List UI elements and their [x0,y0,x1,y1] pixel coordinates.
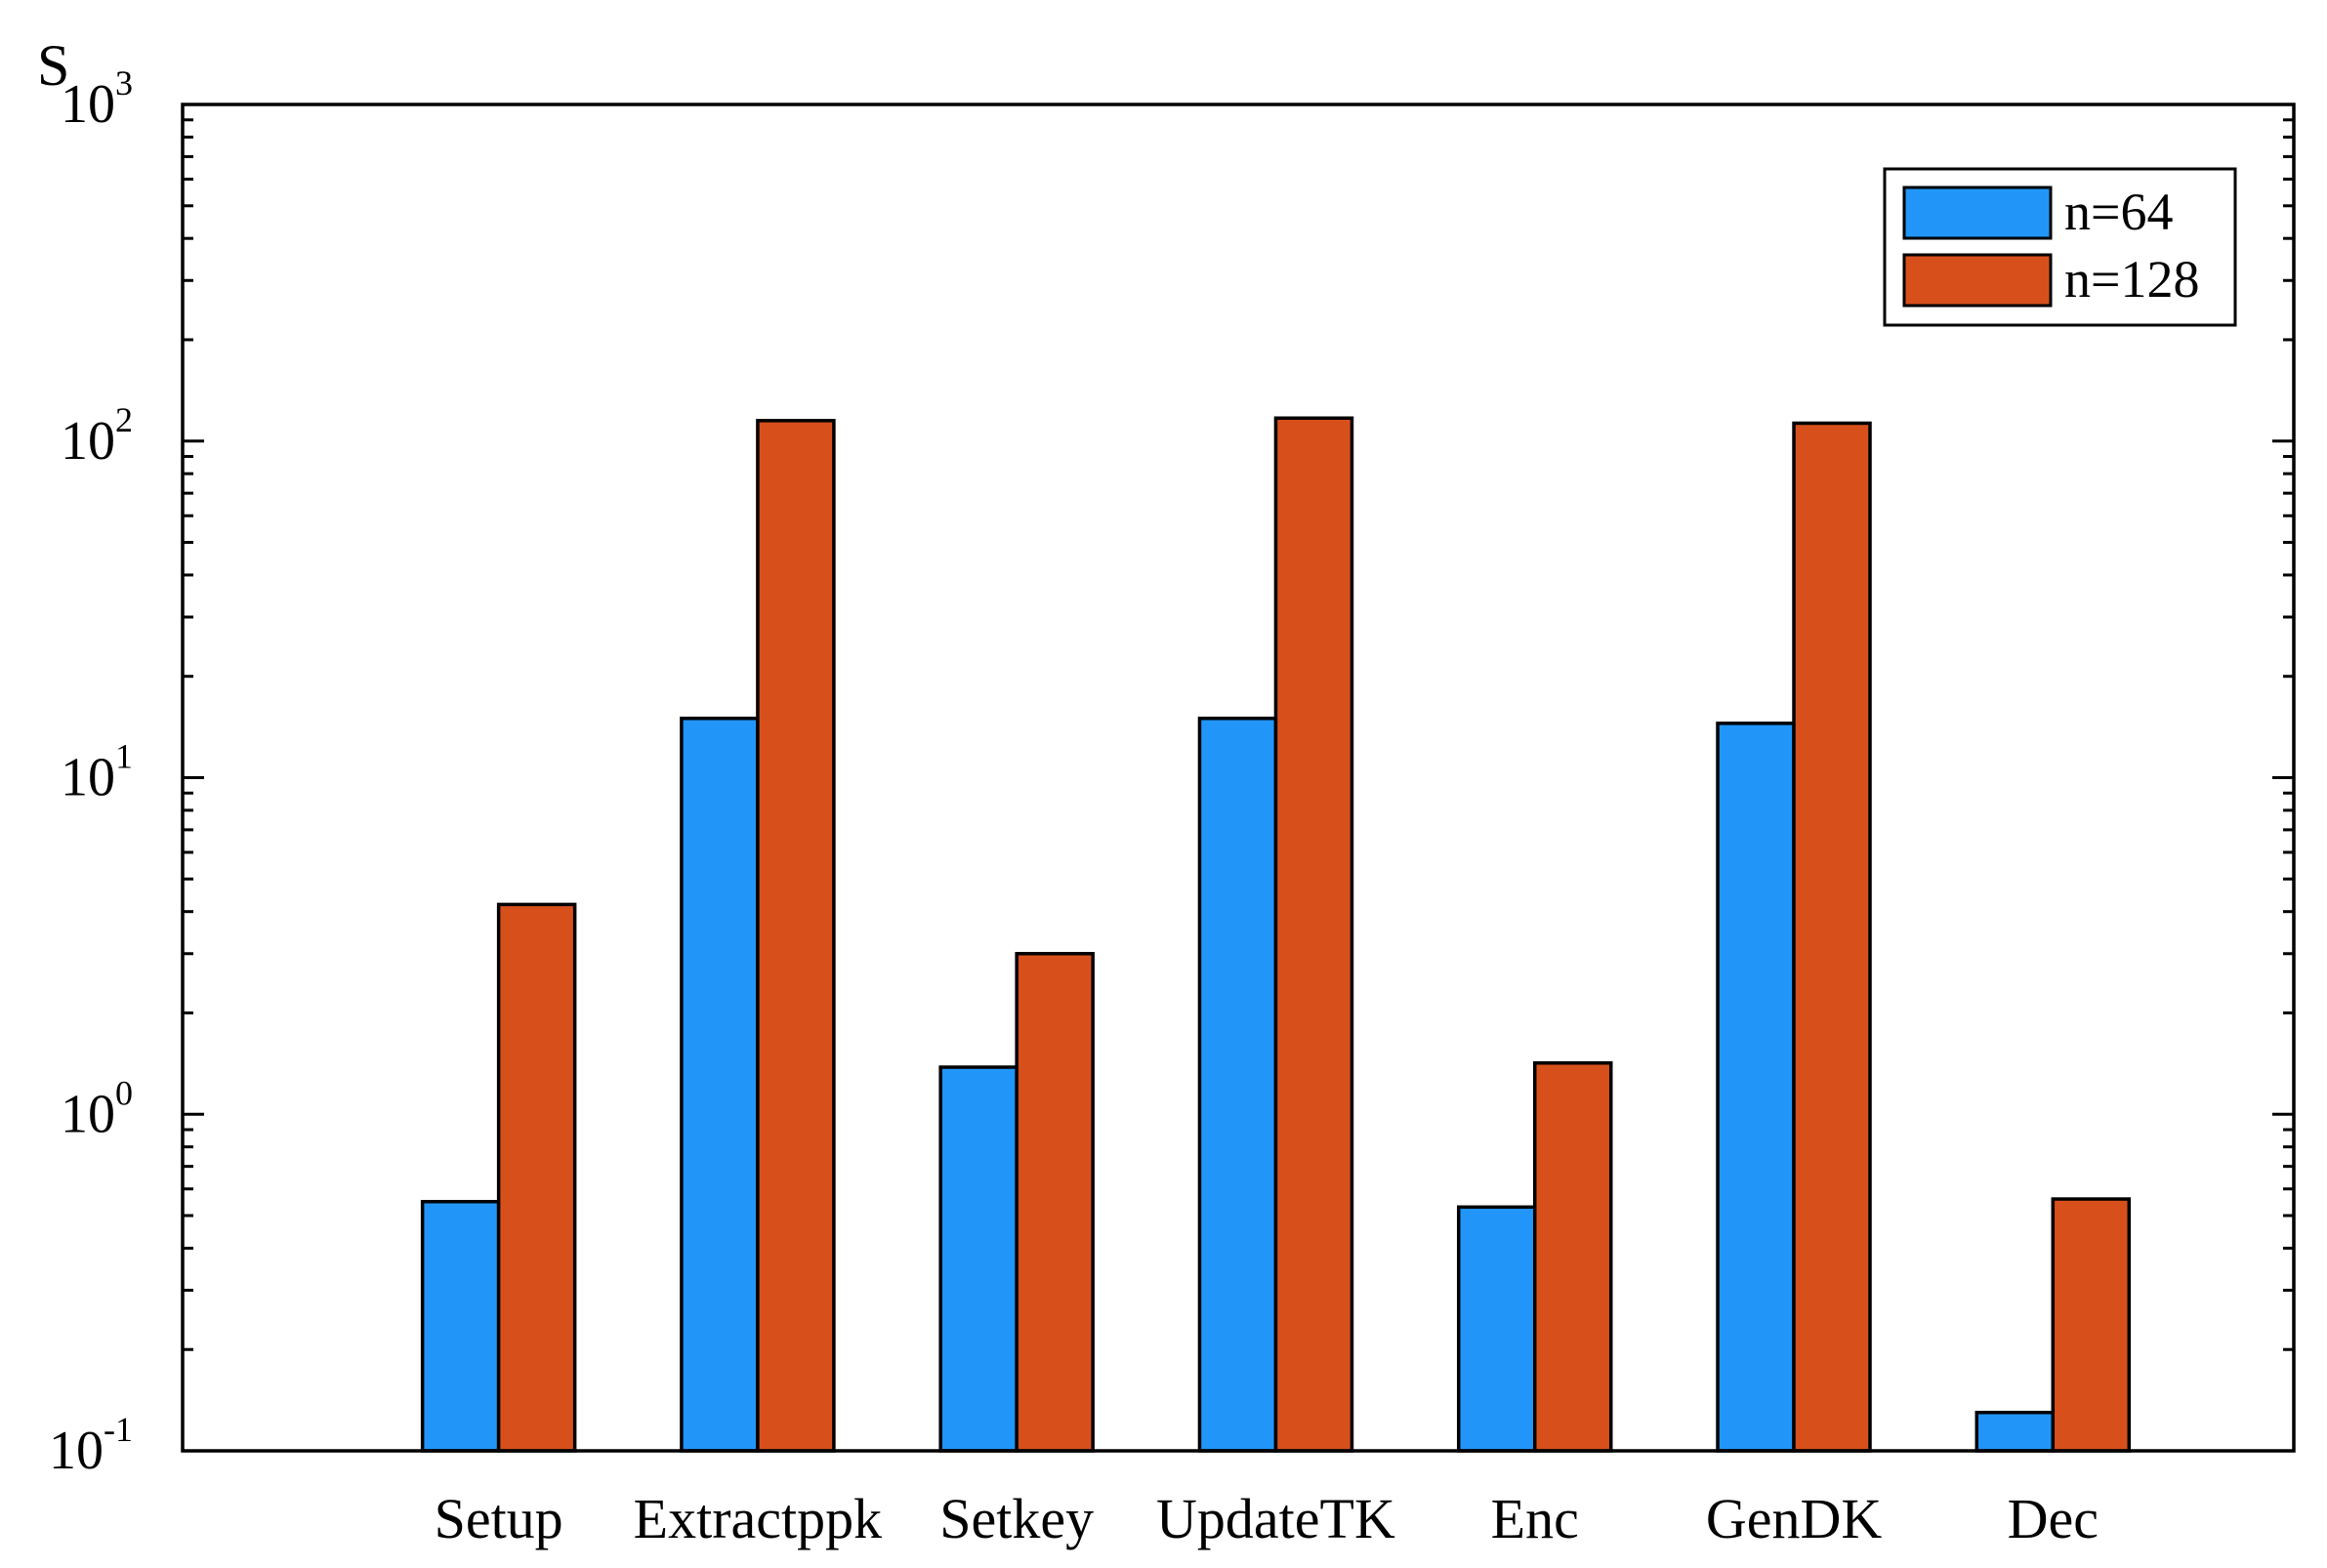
legend-label-n-128: n=128 [2064,250,2199,309]
legend: n=64 n=128 [1883,167,2237,327]
bar-gendk-n-128 [1792,421,1872,1453]
bar-updatetk-n-128 [1273,416,1354,1453]
bar-dec-n-128 [2051,1197,2132,1453]
bar-setup-n-128 [496,902,577,1453]
bar-enc-n-64 [1456,1205,1537,1453]
y-tick-label: 10-1 [49,1410,133,1481]
x-tick-label-dec: Dec [2008,1487,2098,1550]
bar-extractppk-n-64 [680,717,760,1453]
x-axis-category-labels: Setup Extractppk Setkey UpdateTK Enc GenDK Dec [435,1487,2098,1550]
legend-label-n-64: n=64 [2064,183,2173,241]
y-tick-label: 102 [61,400,133,472]
legend-swatch-n-64 [1902,186,2053,240]
bar-gendk-n-64 [1716,722,1796,1453]
x-tick-label-extractppk: Extractppk [634,1487,882,1550]
y-axis-tick-labels: 10-1 100 101 102 103 [49,63,133,1481]
bar-setup-n-64 [420,1200,501,1453]
y-tick-label: 101 [61,737,133,808]
y-tick-label: 100 [61,1073,133,1144]
y-axis-label: S [37,33,69,98]
bar-dec-n-64 [1974,1410,2056,1453]
x-tick-label-enc: Enc [1491,1487,1579,1550]
x-tick-label-gendk: GenDK [1706,1487,1883,1550]
legend-swatch-n-128 [1902,253,2053,308]
bar-updatetk-n-64 [1197,717,1278,1453]
x-tick-label-updatetk: UpdateTK [1156,1487,1395,1550]
bar-setkey-n-64 [938,1065,1018,1453]
bar-enc-n-128 [1532,1060,1613,1453]
bars-layer [420,416,2132,1453]
bar-extractppk-n-128 [756,419,836,1453]
x-tick-label-setup: Setup [435,1487,563,1550]
y-tick-label: 103 [61,63,133,135]
y-axis-ticks [183,118,2294,1453]
bar-setkey-n-128 [1015,952,1095,1453]
x-tick-label-setkey: Setkey [939,1487,1094,1550]
